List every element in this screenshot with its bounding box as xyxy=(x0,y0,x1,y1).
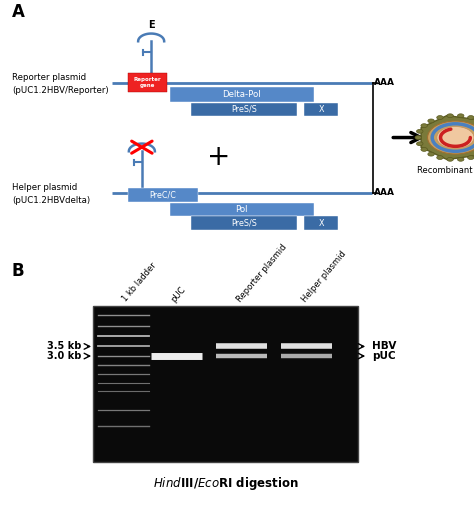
Circle shape xyxy=(437,116,443,119)
FancyBboxPatch shape xyxy=(93,306,358,462)
Text: Delta-Pol: Delta-Pol xyxy=(222,90,261,99)
Text: pUC: pUC xyxy=(372,351,395,361)
Text: Helper plasmid: Helper plasmid xyxy=(300,249,348,304)
FancyBboxPatch shape xyxy=(128,73,167,92)
FancyBboxPatch shape xyxy=(170,203,314,216)
Circle shape xyxy=(457,157,464,161)
FancyBboxPatch shape xyxy=(191,216,298,230)
Circle shape xyxy=(428,119,434,123)
Circle shape xyxy=(468,156,474,159)
Text: (pUC1.2HBV/Reporter): (pUC1.2HBV/Reporter) xyxy=(12,86,109,95)
Circle shape xyxy=(437,156,443,159)
Text: 3.5 kb: 3.5 kb xyxy=(47,342,82,351)
Text: AAA: AAA xyxy=(374,78,395,87)
Text: Pol: Pol xyxy=(236,205,248,214)
Text: PreS/S: PreS/S xyxy=(231,218,257,228)
Circle shape xyxy=(447,157,454,161)
Text: 3.0 kb: 3.0 kb xyxy=(47,351,82,361)
Polygon shape xyxy=(421,116,474,159)
Text: B: B xyxy=(12,262,25,280)
Circle shape xyxy=(417,129,423,133)
Text: X: X xyxy=(319,218,324,228)
Circle shape xyxy=(421,147,428,152)
Circle shape xyxy=(437,127,474,148)
Text: Reporter
gene: Reporter gene xyxy=(134,77,162,88)
Circle shape xyxy=(428,152,434,156)
Circle shape xyxy=(447,114,454,118)
Circle shape xyxy=(421,124,428,128)
Circle shape xyxy=(417,142,423,146)
Text: $\mathbf{\mathit{Hind}}$$\mathbf{III/}$$\mathbf{\mathit{Eco}}$$\mathbf{RI\ diges: $\mathbf{\mathit{Hind}}$$\mathbf{III/}$$… xyxy=(153,475,298,493)
Circle shape xyxy=(457,114,464,118)
FancyBboxPatch shape xyxy=(304,216,338,230)
Text: Reporter plasmid: Reporter plasmid xyxy=(12,73,86,81)
Text: X: X xyxy=(319,105,324,114)
Text: A: A xyxy=(12,3,25,21)
Text: +: + xyxy=(207,143,230,171)
Circle shape xyxy=(468,116,474,119)
Text: PreS/S: PreS/S xyxy=(231,105,257,114)
Text: Recombinant HBV: Recombinant HBV xyxy=(418,167,474,175)
Text: (pUC1.2HBVdelta): (pUC1.2HBVdelta) xyxy=(12,196,90,206)
FancyBboxPatch shape xyxy=(191,103,298,116)
FancyBboxPatch shape xyxy=(170,87,314,102)
Text: PreC/C: PreC/C xyxy=(149,191,176,200)
Text: AAA: AAA xyxy=(374,188,395,197)
Text: HBV: HBV xyxy=(372,342,396,351)
Text: 1 kb ladder: 1 kb ladder xyxy=(121,261,159,304)
Text: pUC: pUC xyxy=(170,284,188,304)
Text: E: E xyxy=(148,20,155,30)
Circle shape xyxy=(428,121,474,154)
Text: Reporter plasmid: Reporter plasmid xyxy=(235,242,288,304)
Circle shape xyxy=(415,135,421,140)
Text: Helper plasmid: Helper plasmid xyxy=(12,183,77,192)
FancyBboxPatch shape xyxy=(304,103,338,116)
FancyBboxPatch shape xyxy=(128,188,198,202)
